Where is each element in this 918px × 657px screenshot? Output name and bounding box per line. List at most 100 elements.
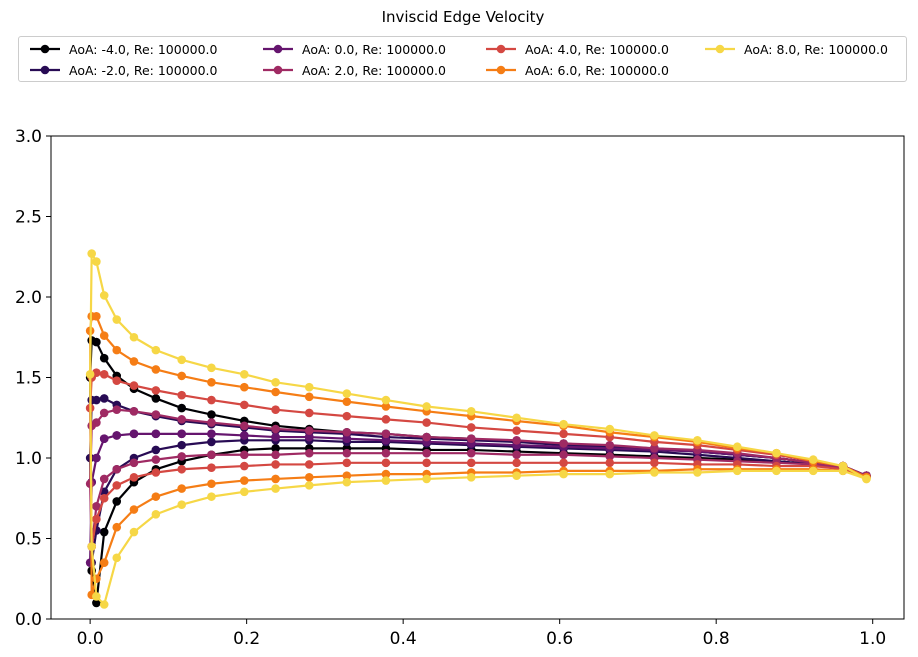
data-point — [151, 468, 161, 477]
legend-entry: AoA: -4.0, Re: 100000.0 — [29, 40, 217, 58]
data-point — [512, 435, 521, 445]
data-point — [129, 505, 139, 514]
data-point — [207, 418, 216, 427]
legend-label: AoA: 0.0, Re: 100000.0 — [302, 41, 446, 57]
data-point — [112, 464, 122, 474]
data-point — [177, 464, 186, 474]
data-point — [99, 434, 109, 443]
x-tick-label: 0.6 — [546, 629, 573, 649]
data-point — [129, 381, 139, 390]
data-point — [808, 466, 818, 476]
data-point — [207, 429, 216, 439]
y-tick-label: 0.5 — [15, 530, 42, 550]
legend-swatch — [705, 44, 735, 54]
data-point — [559, 419, 568, 429]
legend-label: AoA: 2.0, Re: 100000.0 — [302, 62, 446, 78]
data-point — [177, 371, 186, 381]
legend-label: AoA: 6.0, Re: 100000.0 — [525, 62, 669, 78]
data-point — [99, 353, 109, 363]
data-point — [466, 423, 476, 432]
data-point — [239, 431, 249, 440]
data-point — [112, 553, 122, 563]
data-point — [112, 431, 122, 440]
data-point — [112, 497, 122, 506]
legend-swatch — [263, 65, 293, 75]
data-point — [239, 450, 249, 460]
data-point — [342, 427, 352, 437]
data-point — [512, 413, 521, 423]
data-point — [177, 403, 186, 413]
data-point — [112, 345, 122, 355]
data-point — [381, 469, 391, 479]
y-tick-label: 2.5 — [15, 208, 42, 228]
data-point — [605, 469, 615, 479]
data-point — [129, 473, 139, 482]
data-point — [92, 514, 101, 524]
data-point — [304, 382, 314, 392]
data-point — [808, 455, 818, 464]
data-point — [342, 389, 352, 398]
data-point — [650, 458, 659, 468]
chart-title: Inviscid Edge Velocity — [381, 8, 545, 26]
data-point — [271, 450, 280, 460]
data-point — [422, 474, 431, 484]
data-point — [381, 435, 391, 445]
data-point — [271, 460, 280, 469]
data-point — [99, 408, 109, 418]
data-point — [207, 463, 216, 472]
data-point — [151, 445, 161, 455]
data-point — [151, 510, 161, 519]
x-tick-label: 0.2 — [233, 629, 260, 649]
data-point — [466, 458, 476, 468]
data-point — [129, 332, 139, 342]
data-point — [99, 527, 109, 537]
data-point — [239, 369, 249, 379]
data-point — [304, 432, 314, 442]
data-point — [466, 448, 476, 458]
y-tick-label: 1.5 — [15, 369, 42, 389]
series-1 — [85, 394, 871, 567]
data-point — [342, 434, 352, 443]
data-point — [304, 448, 314, 458]
data-point — [129, 357, 139, 366]
data-point — [92, 598, 101, 608]
data-point — [512, 426, 521, 435]
data-point — [207, 410, 216, 419]
data-point — [512, 458, 521, 468]
y-tick-label: 0.0 — [15, 610, 42, 630]
y-axis: 0.0 0.5 1.0 1.5 2.0 2.5 3.0 — [15, 127, 51, 630]
data-point — [838, 466, 848, 476]
data-point — [422, 448, 431, 458]
data-point — [342, 471, 352, 481]
data-point — [129, 429, 139, 439]
legend: AoA: -4.0, Re: 100000.0 AoA: -2.0, Re: 10… — [18, 36, 907, 82]
x-axis: 0.0 0.2 0.4 0.6 0.8 1.0 — [77, 619, 886, 649]
data-point — [271, 387, 280, 397]
data-point — [151, 429, 161, 439]
data-point — [304, 426, 314, 435]
data-point — [650, 468, 659, 477]
data-point — [207, 437, 216, 447]
y-tick-label: 2.0 — [15, 288, 42, 308]
y-tick-label: 1.0 — [15, 449, 42, 469]
series-line — [89, 252, 867, 606]
data-point — [177, 415, 186, 424]
data-point — [87, 542, 96, 551]
data-point — [512, 471, 521, 481]
data-point — [342, 477, 352, 487]
data-point — [304, 473, 314, 482]
data-point — [239, 421, 249, 431]
legend-label: AoA: 8.0, Re: 100000.0 — [744, 41, 888, 57]
data-point — [381, 476, 391, 485]
data-point — [92, 257, 101, 266]
legend-label: AoA: -4.0, Re: 100000.0 — [69, 41, 218, 57]
data-point — [112, 405, 122, 415]
data-point — [466, 407, 476, 416]
data-point — [271, 484, 280, 493]
data-point — [271, 444, 280, 453]
data-point — [151, 410, 161, 419]
data-point — [559, 458, 568, 468]
series-6 — [85, 249, 871, 609]
data-point — [559, 469, 568, 479]
legend-entry: AoA: 0.0, Re: 100000.0 — [262, 40, 446, 58]
